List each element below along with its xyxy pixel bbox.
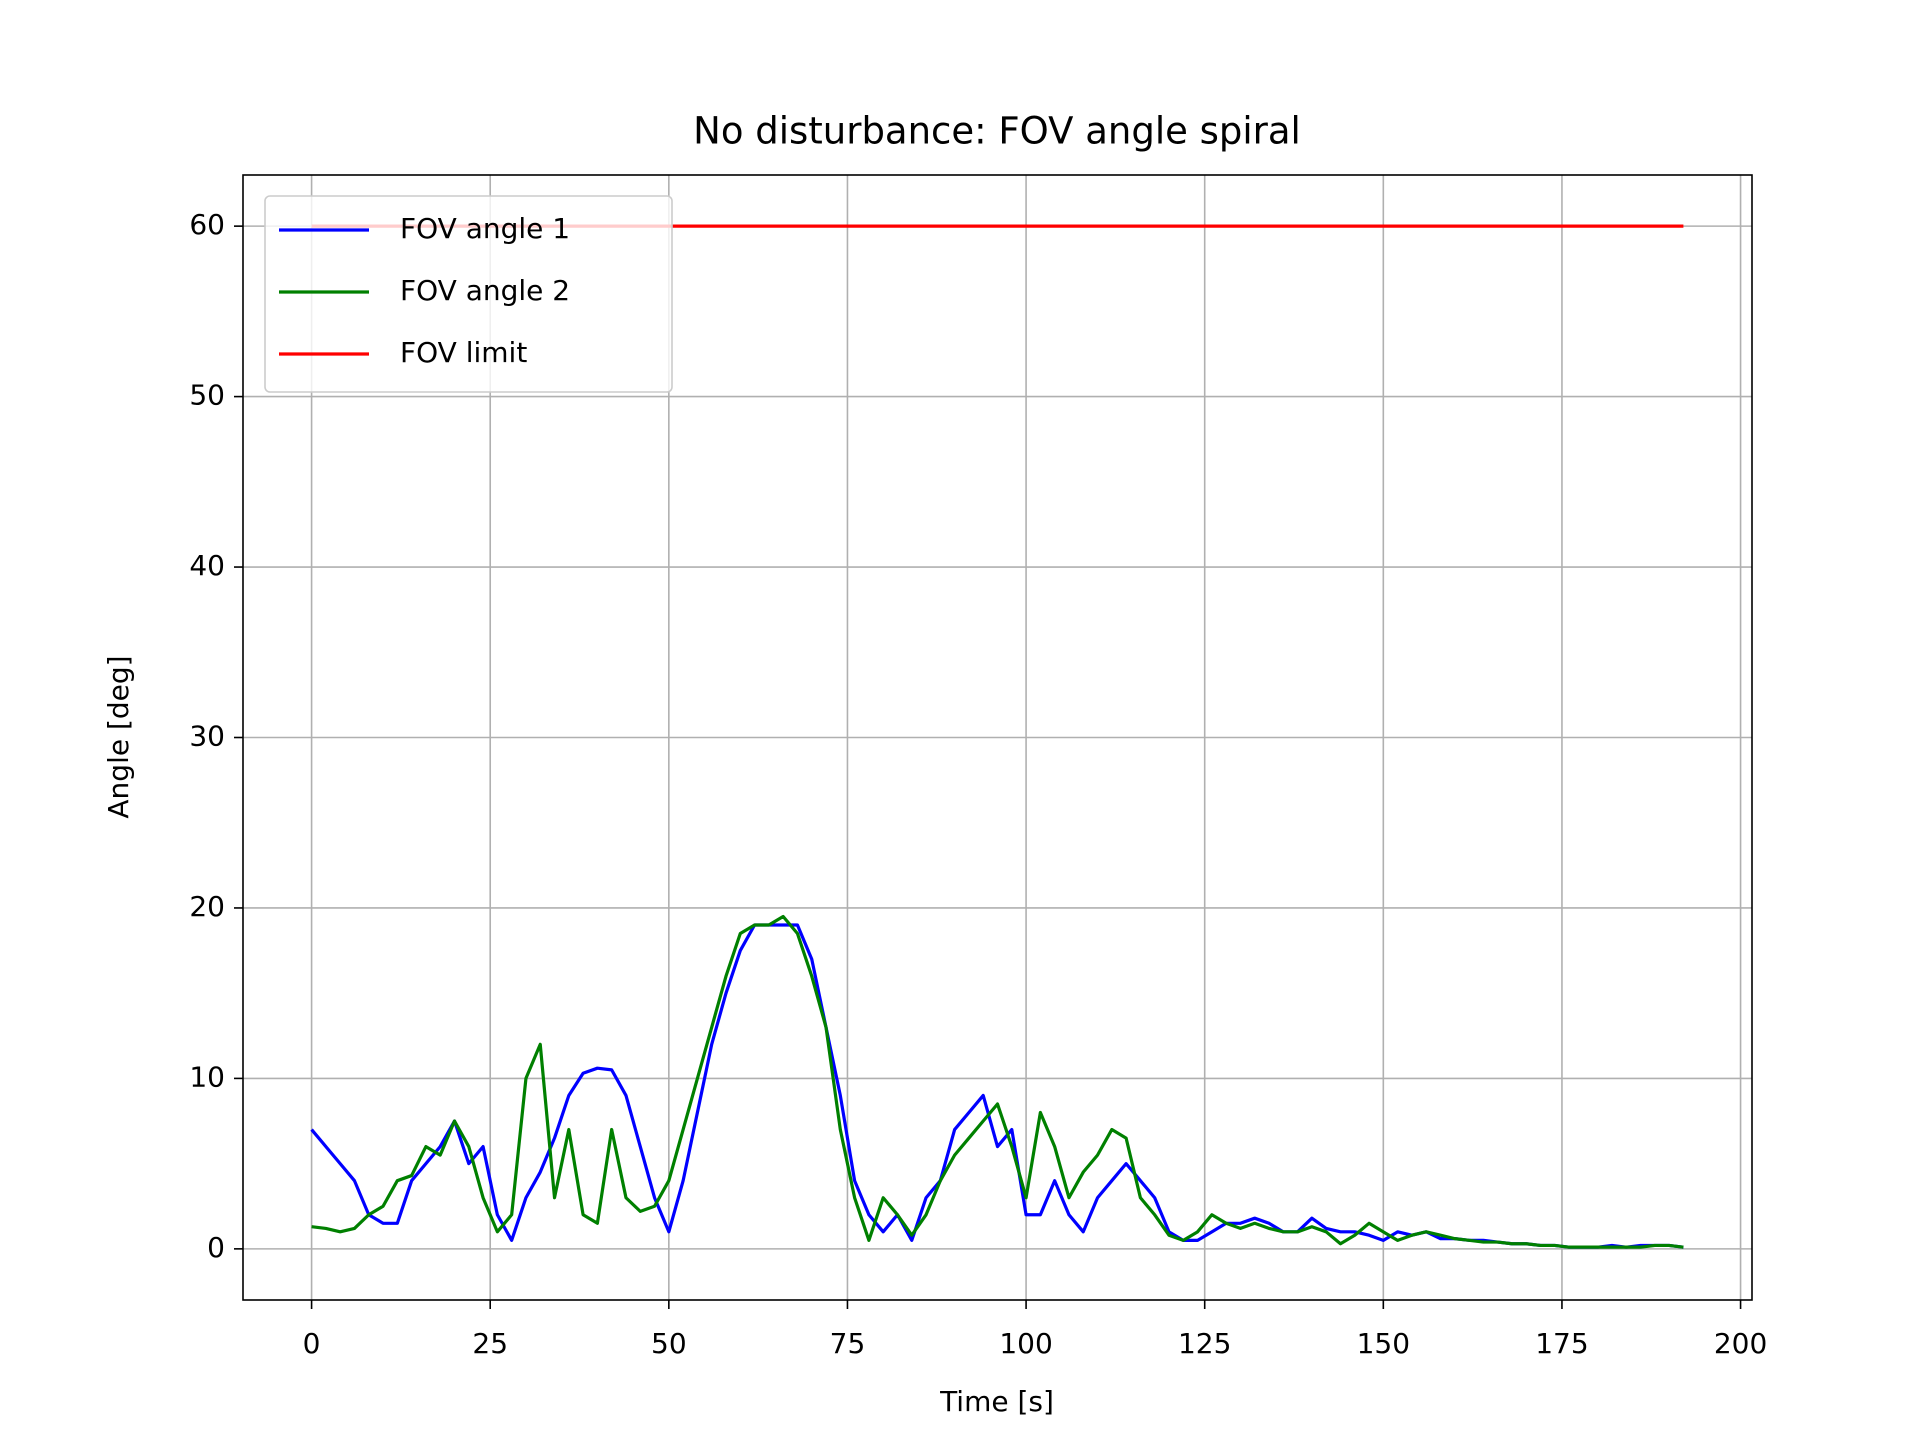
legend-label: FOV limit: [400, 336, 527, 369]
series-line: [311, 914, 1684, 1249]
x-tick-label: 200: [1714, 1327, 1767, 1360]
x-tick-label: 175: [1535, 1327, 1588, 1360]
y-tick-label: 0: [207, 1231, 225, 1264]
x-tick-label: 125: [1178, 1327, 1231, 1360]
y-tick-label: 40: [189, 549, 225, 582]
y-tick-label: 50: [189, 379, 225, 412]
legend-label: FOV angle 1: [400, 212, 570, 245]
x-tick-label: 100: [999, 1327, 1052, 1360]
y-tick-label: 30: [189, 720, 225, 753]
x-tick-label: 25: [472, 1327, 508, 1360]
x-tick-label: 50: [651, 1327, 687, 1360]
chart-title: No disturbance: FOV angle spiral: [693, 110, 1301, 153]
x-axis-label: Time [s]: [939, 1385, 1054, 1418]
x-tick-label: 75: [830, 1327, 866, 1360]
y-tick-label: 20: [189, 890, 225, 923]
plot-frame: [242, 174, 1753, 1301]
y-tick-label: 10: [189, 1060, 225, 1093]
x-tick-label: 0: [303, 1327, 321, 1360]
legend-box: [264, 195, 673, 393]
y-axis-label: Angle [deg]: [102, 655, 135, 818]
legend-label: FOV angle 2: [400, 274, 570, 307]
y-tick-label: 60: [189, 208, 225, 241]
x-tick-label: 150: [1357, 1327, 1410, 1360]
